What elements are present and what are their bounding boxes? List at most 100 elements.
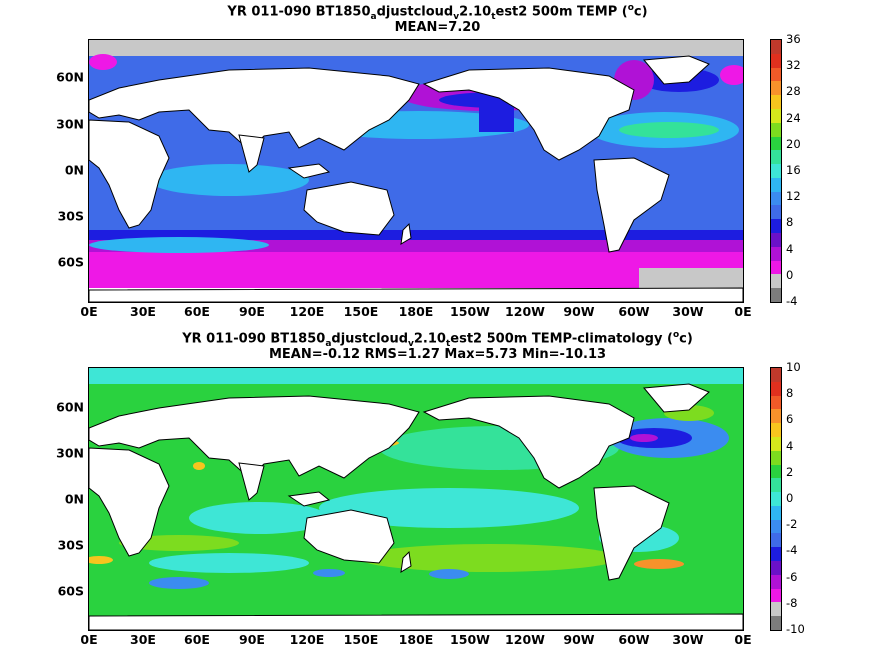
panel2-xlabel: 120W	[505, 632, 545, 647]
colorbar-segment	[771, 150, 781, 165]
panel1-map-svg	[89, 40, 743, 302]
panel2-ylabel-60s: 60S	[57, 583, 84, 599]
colorbar-segment	[771, 67, 781, 82]
panel2-title-line1: YR 011-090 BT1850adjustcloudv2.10test2 5…	[182, 330, 693, 349]
panel2-xlabel: 0E	[80, 632, 98, 647]
panel2-ylabel-0n: 0N	[64, 491, 84, 507]
colorbar-segment	[771, 409, 781, 424]
panel1-xlabel: 60E	[184, 304, 210, 319]
panel1-ylabel-60n: 60N	[56, 69, 84, 85]
panel2-colorbar	[770, 367, 782, 631]
colorbar-tick-label: 20	[786, 136, 801, 151]
colorbar-segment	[771, 260, 781, 275]
panel2-xlabel: 60W	[618, 632, 650, 647]
colorbar-segment	[771, 136, 781, 151]
colorbar-segment	[771, 381, 781, 397]
colorbar-segment	[771, 423, 781, 438]
panel2-xlabel: 180E	[398, 632, 434, 647]
panel1-xlabel: 150W	[450, 304, 490, 319]
colorbar-segment	[771, 205, 781, 220]
colorbar-segment	[771, 246, 781, 262]
colorbar-tick-label: 4	[786, 241, 794, 256]
panel2-ylabel-30s: 30S	[57, 537, 84, 553]
panel1-ylabel-30n: 30N	[56, 116, 84, 132]
colorbar-segment	[771, 533, 781, 548]
colorbar-segment	[771, 122, 781, 138]
colorbar-tick-label: 0	[786, 267, 794, 282]
panel1-ylabel-30s: 30S	[57, 208, 84, 224]
colorbar-tick-label: 28	[786, 84, 801, 99]
panel2-xlabel: 60E	[184, 632, 210, 647]
panel1-title-line2: MEAN=7.20	[394, 20, 481, 35]
colorbar-tick-label: -10	[786, 622, 805, 636]
colorbar-segment	[771, 519, 781, 534]
colorbar-tick-label: 6	[786, 412, 794, 427]
panel1-xlabel: 30W	[672, 304, 704, 319]
panel2-xlabel: 30E	[130, 632, 156, 647]
colorbar-segment	[771, 95, 781, 110]
panel1-ylabel-60s: 60S	[57, 254, 84, 270]
colorbar-tick-label: 4	[786, 438, 794, 453]
colorbar-tick-label: -8	[786, 595, 798, 610]
colorbar-segment	[771, 492, 781, 507]
colorbar-tick-label: 12	[786, 189, 801, 204]
colorbar-tick-label: 10	[786, 360, 801, 374]
colorbar-segment	[771, 588, 781, 603]
colorbar-segment	[771, 464, 781, 479]
panel2-ylabel-30n: 30N	[56, 445, 84, 461]
colorbar-segment	[771, 288, 781, 303]
colorbar-segment	[771, 436, 781, 452]
panel1-xlabel: 0E	[80, 304, 98, 319]
colorbar-segment	[771, 81, 781, 96]
colorbar-segment	[771, 478, 781, 493]
colorbar-tick-label: 8	[786, 386, 794, 401]
panel1-xlabel: 90E	[239, 304, 265, 319]
colorbar-segment	[771, 191, 781, 206]
panel1-colorbar	[770, 39, 782, 303]
panel1-xlabel: 0E	[734, 304, 752, 319]
panel1-title-line1: YR 011-090 BT1850adjustcloudv2.10test2 5…	[227, 3, 648, 22]
colorbar-tick-label: 32	[786, 58, 801, 73]
panel1-ylabel-0n: 0N	[64, 162, 84, 178]
colorbar-tick-label: -4	[786, 543, 798, 558]
colorbar-tick-label: -4	[786, 294, 798, 308]
colorbar-segment	[771, 274, 781, 289]
panel1-xlabel: 60W	[618, 304, 650, 319]
panel2-title-line2: MEAN=-0.12 RMS=1.27 Max=5.73 Min=-10.13	[268, 347, 607, 362]
panel2-map	[88, 367, 744, 631]
panel2-xlabel: 0E	[734, 632, 752, 647]
colorbar-tick-label: 16	[786, 163, 801, 177]
colorbar-segment	[771, 505, 781, 521]
panel2-map-svg	[89, 368, 743, 630]
panel1-xlabel: 150E	[343, 304, 379, 319]
colorbar-segment	[771, 40, 781, 55]
panel1-xlabel: 30E	[130, 304, 156, 319]
panel2-xlabel: 90W	[563, 632, 595, 647]
colorbar-segment	[771, 108, 781, 124]
colorbar-tick-label: 24	[786, 110, 801, 125]
colorbar-segment	[771, 233, 781, 248]
colorbar-segment	[771, 219, 781, 234]
colorbar-segment	[771, 177, 781, 193]
colorbar-segment	[771, 395, 781, 410]
panel2-xlabel: 150W	[450, 632, 490, 647]
panel2-xlabel: 90E	[239, 632, 265, 647]
colorbar-tick-label: 8	[786, 215, 794, 230]
panel1-xlabel: 120E	[289, 304, 325, 319]
colorbar-tick-label: -2	[786, 517, 798, 532]
colorbar-tick-label: 0	[786, 491, 794, 505]
panel2-xlabel: 30W	[672, 632, 704, 647]
colorbar-tick-label: -6	[786, 569, 798, 584]
panel1-xlabel: 180E	[398, 304, 434, 319]
panel1-xlabel: 90W	[563, 304, 595, 319]
colorbar-tick-label: 2	[786, 464, 794, 479]
panel2-xlabel: 120E	[289, 632, 325, 647]
colorbar-segment	[771, 368, 781, 383]
panel2-ylabel-60n: 60N	[56, 399, 84, 415]
colorbar-segment	[771, 450, 781, 466]
colorbar-segment	[771, 602, 781, 617]
colorbar-segment	[771, 164, 781, 179]
colorbar-segment	[771, 53, 781, 69]
colorbar-segment	[771, 561, 781, 576]
panel1-xlabel: 120W	[505, 304, 545, 319]
